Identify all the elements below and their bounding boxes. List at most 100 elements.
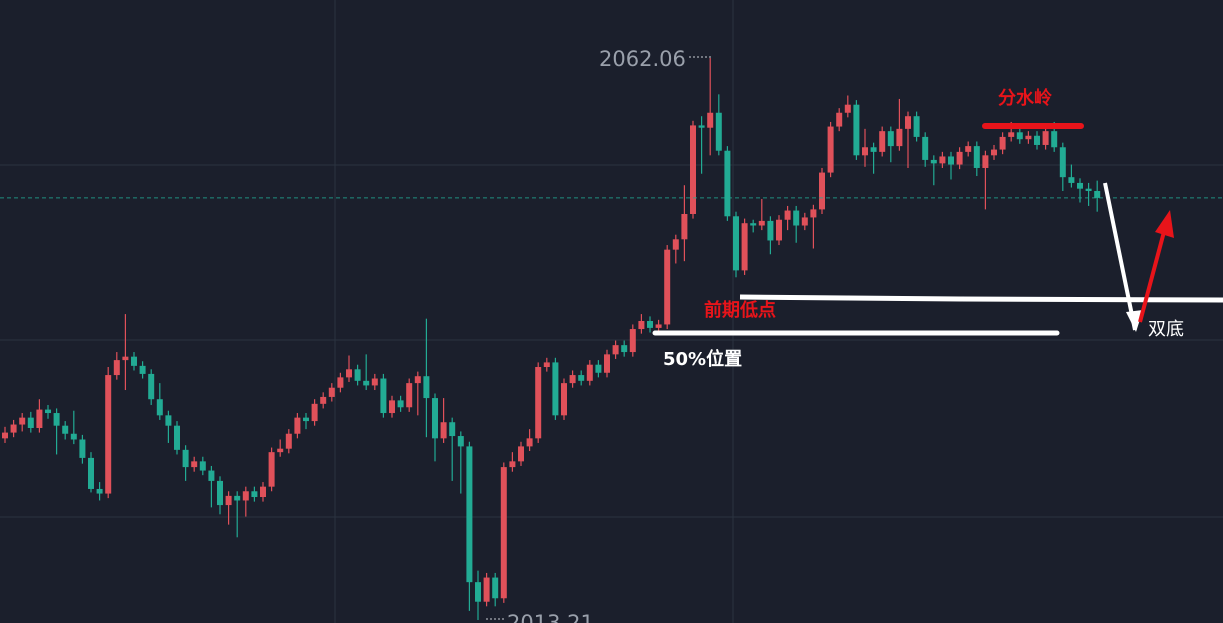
candle-body: [870, 147, 877, 152]
candle-body: [406, 383, 413, 408]
candle-body: [973, 146, 980, 168]
candles: [0, 57, 1223, 621]
candle-body: [733, 216, 739, 271]
candle-body: [105, 375, 112, 494]
down-arrow: [1103, 182, 1137, 331]
support-line: [739, 294, 1223, 303]
candle-body: [19, 417, 26, 425]
candle-body: [621, 345, 628, 353]
candle-body: [483, 577, 490, 602]
candle-body: [578, 375, 585, 381]
annotation: 分水岭: [998, 87, 1052, 109]
candle-body: [982, 155, 989, 168]
candle-body: [260, 486, 266, 498]
candle-body: [810, 209, 817, 218]
candle-body: [217, 480, 223, 506]
candle-body: [36, 409, 43, 428]
candle-body: [354, 369, 361, 381]
candle-body: [53, 413, 60, 426]
candle-body: [70, 433, 77, 440]
high-label: 2062.06: [599, 47, 686, 71]
candle-body: [681, 213, 688, 240]
candle-body: [612, 345, 619, 355]
candle-body: [277, 448, 284, 453]
candle-body: [698, 125, 705, 128]
candle-body: [853, 104, 860, 156]
candle-body: [913, 116, 920, 137]
candle-body: [268, 452, 275, 487]
candle-body: [801, 217, 808, 226]
candle-body: [122, 356, 129, 361]
candle-body: [251, 491, 258, 498]
candle-body: [629, 329, 636, 353]
candle-body: [10, 424, 17, 433]
candle-body: [690, 125, 696, 214]
annotation: 前期低点: [704, 299, 776, 321]
candle-body: [414, 376, 421, 384]
candle-body: [500, 467, 507, 599]
candle-body: [363, 380, 370, 386]
candle-body: [475, 582, 481, 602]
candle-body: [793, 210, 800, 226]
candle-body: [991, 149, 997, 156]
candle-body: [1051, 131, 1058, 148]
arrowhead: [1126, 310, 1143, 332]
candle-body: [423, 376, 430, 399]
candle-body: [552, 362, 559, 416]
candle-body: [922, 136, 929, 160]
candle-body: [1094, 190, 1101, 198]
arrowhead: [1155, 210, 1174, 238]
candle-body: [79, 439, 86, 458]
candle-body: [595, 364, 602, 373]
candle-body: [638, 320, 645, 330]
candle-body: [371, 378, 378, 386]
candle-body: [672, 239, 679, 250]
candle-body: [819, 172, 825, 210]
candle-body: [741, 223, 748, 271]
drawings: [486, 56, 1223, 620]
candle-body: [724, 150, 731, 217]
candle-body: [27, 417, 34, 428]
candle-body: [956, 151, 963, 165]
candle-body: [432, 398, 438, 439]
candle-body: [535, 367, 542, 439]
candle-body: [328, 387, 335, 397]
candle-body: [156, 399, 163, 416]
candle-body: [165, 415, 172, 426]
candle-body: [509, 461, 516, 468]
candle-body: [1085, 188, 1092, 191]
candle-body: [561, 383, 567, 416]
candle-body: [148, 373, 155, 400]
up-arrow: [1138, 227, 1167, 323]
candle-body: [449, 422, 456, 437]
candle-body: [242, 491, 249, 501]
candle-body: [965, 146, 972, 152]
candle-body: [999, 136, 1006, 150]
candle-body: [879, 131, 886, 152]
candle-body: [320, 396, 327, 404]
candle-body: [380, 378, 387, 414]
candle-body: [182, 449, 189, 468]
candle-body: [1068, 177, 1075, 183]
candle-body: [45, 409, 51, 414]
candle-body: [440, 422, 447, 439]
candle-body: [836, 112, 843, 127]
candle-body: [862, 147, 868, 156]
candle-body: [294, 417, 301, 434]
candle-body: [1034, 135, 1040, 145]
candle-body: [715, 112, 722, 151]
candle-body: [707, 112, 714, 128]
low-label: 2013.21: [507, 611, 594, 623]
annotation: 50%位置: [663, 348, 742, 370]
candle-body: [191, 461, 198, 468]
candle-body: [389, 400, 395, 414]
candle-body: [750, 223, 757, 226]
candle-body: [285, 433, 292, 449]
candle-body: [758, 220, 765, 226]
candle-body: [1016, 132, 1023, 140]
candle-body: [337, 377, 344, 388]
candle-body: [1025, 135, 1032, 140]
candle-body: [113, 360, 120, 376]
